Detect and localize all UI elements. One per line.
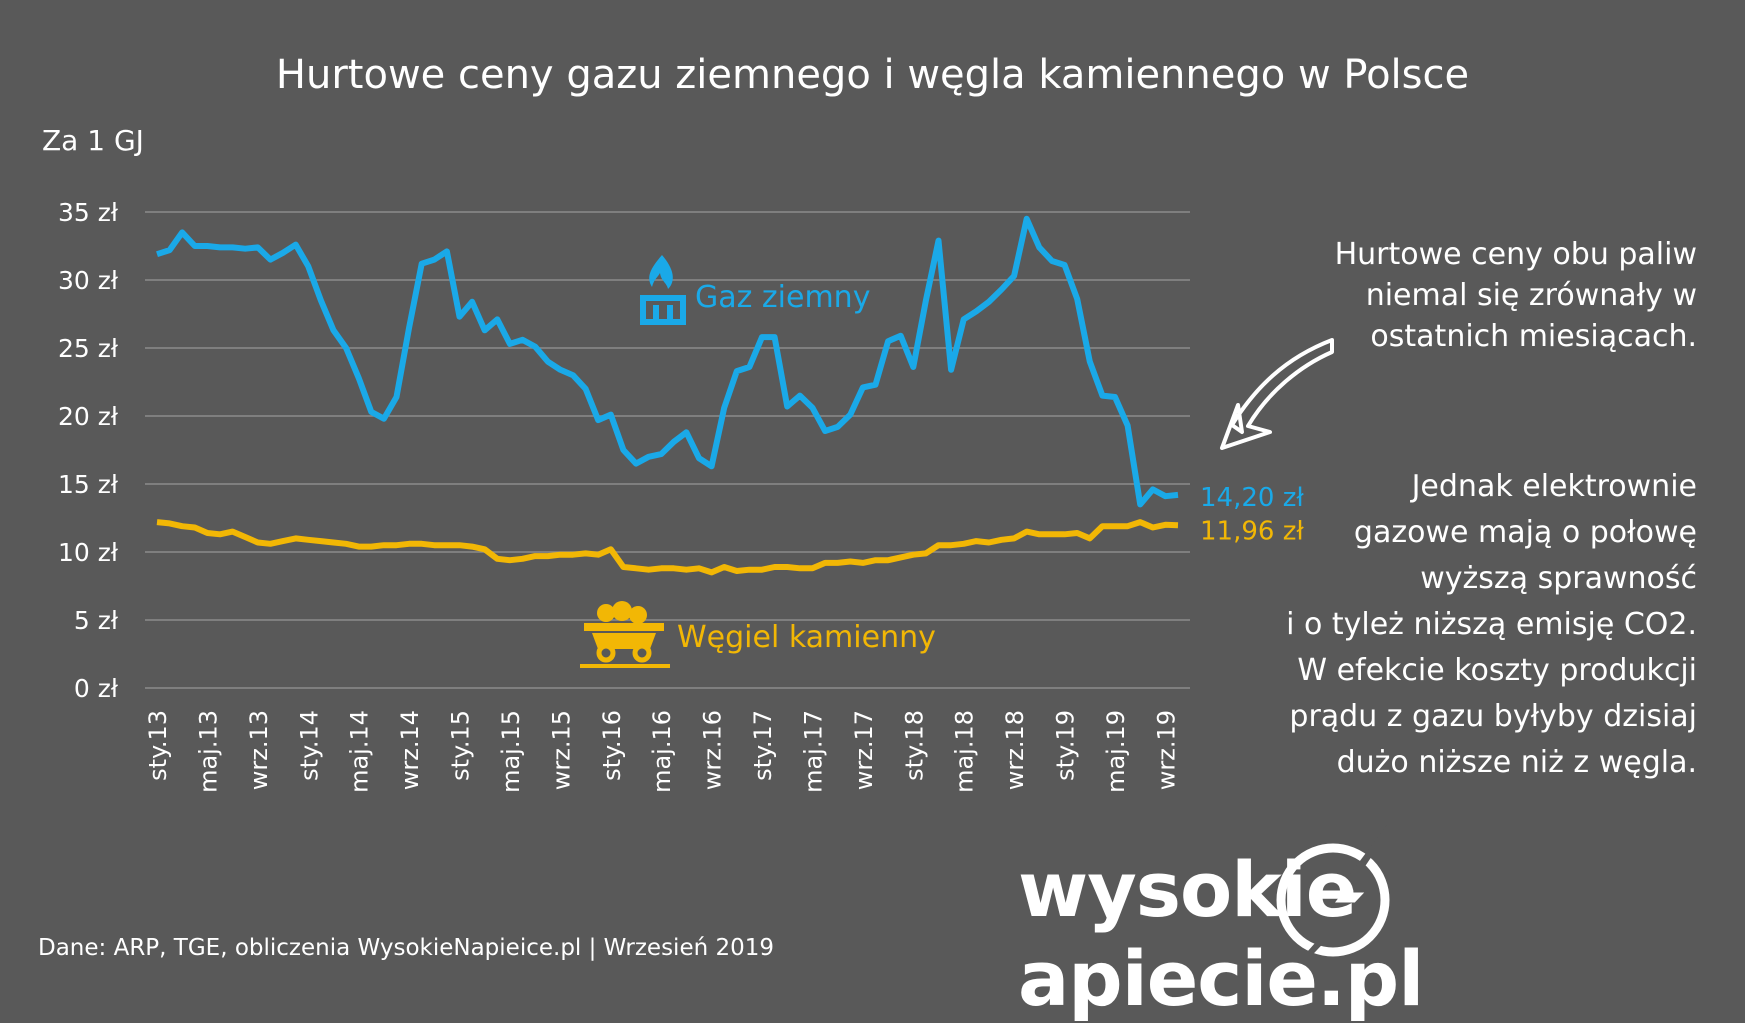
x-tick-label: sty.19 bbox=[1052, 710, 1080, 781]
end-label-coal: 11,96 zł bbox=[1200, 516, 1304, 546]
x-tick-label: wrz.17 bbox=[850, 710, 878, 790]
series-lines bbox=[156, 215, 1179, 576]
y-tick-label: 0 zł bbox=[74, 674, 119, 703]
y-tick-label: 15 zł bbox=[58, 470, 119, 499]
curved-arrow-icon bbox=[1220, 338, 1334, 450]
x-tick-label: sty.14 bbox=[295, 710, 323, 781]
x-tick-label: sty.13 bbox=[144, 710, 172, 781]
note-bottom: Jednak elektrownie gazowe mają o połowę … bbox=[1286, 469, 1697, 780]
x-tick-label: wrz.14 bbox=[396, 710, 424, 790]
y-tick-label: 35 zł bbox=[58, 198, 119, 227]
x-tick-label: wrz.18 bbox=[1001, 710, 1029, 790]
logo-text-left: wysokie bbox=[1018, 845, 1357, 934]
x-tick-label: maj.18 bbox=[951, 710, 979, 793]
site-logo: wysokieapiecie.pl bbox=[1018, 845, 1745, 1023]
x-tick-label: sty.17 bbox=[749, 710, 777, 781]
note-top: Hurtowe ceny obu paliw niemal się zrówna… bbox=[1334, 237, 1697, 354]
source-note: Dane: ARP, TGE, obliczenia WysokieNapiei… bbox=[38, 935, 775, 961]
x-tick-label: maj.15 bbox=[497, 710, 525, 793]
lightning-bolt-icon bbox=[1276, 823, 1393, 977]
chart-title: Hurtowe ceny gazu ziemnego i węgla kamie… bbox=[275, 52, 1470, 98]
x-tick-label: maj.17 bbox=[799, 710, 827, 793]
y-unit-label: Za 1 GJ bbox=[42, 124, 144, 157]
x-tick-label: maj.13 bbox=[194, 710, 222, 793]
logo-text-right: apiecie.pl bbox=[1018, 934, 1424, 1023]
legend-coal: Węgiel kamienny bbox=[677, 620, 936, 655]
series-line-coal bbox=[156, 519, 1179, 576]
x-tick-label: sty.18 bbox=[900, 710, 928, 781]
x-tick-label: sty.16 bbox=[598, 710, 626, 781]
y-tick-label: 5 zł bbox=[74, 606, 119, 635]
legend-gas: Gaz ziemny bbox=[695, 280, 870, 315]
x-tick-label: wrz.16 bbox=[699, 710, 727, 790]
x-tick-label: maj.16 bbox=[648, 710, 676, 793]
coal-cart-icon bbox=[580, 601, 670, 668]
gas-flame-icon bbox=[640, 255, 686, 325]
y-tick-label: 20 zł bbox=[58, 402, 119, 431]
series-line-gas bbox=[156, 215, 1179, 508]
x-tick-label: wrz.15 bbox=[547, 710, 575, 790]
y-tick-label: 25 zł bbox=[58, 334, 119, 363]
x-axis-ticks: sty.13 maj.13 wrz.13 sty.14 maj.14 wrz.14 sty.… bbox=[144, 710, 1180, 793]
end-label-gas: 14,20 zł bbox=[1200, 483, 1304, 513]
y-axis-ticks: 0 zł 5 zł 10 zł 15 zł 20 zł 25 zł 30 zł 35 zł bbox=[58, 198, 119, 703]
x-tick-label: maj.14 bbox=[346, 710, 374, 793]
x-tick-label: maj.19 bbox=[1102, 710, 1130, 793]
x-tick-label: wrz.13 bbox=[245, 710, 273, 790]
x-tick-label: sty.15 bbox=[447, 710, 475, 781]
x-tick-label: wrz.19 bbox=[1152, 710, 1180, 790]
y-tick-label: 10 zł bbox=[58, 538, 119, 567]
y-tick-label: 30 zł bbox=[58, 266, 119, 295]
